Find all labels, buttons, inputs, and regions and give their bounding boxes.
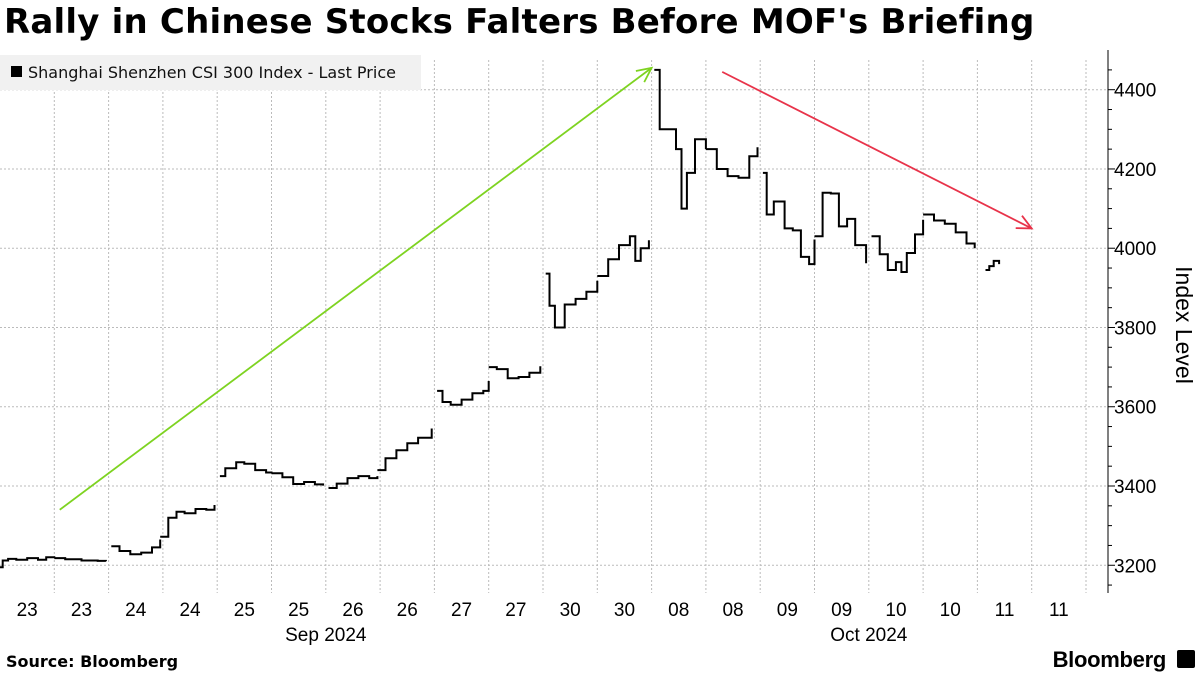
y-tick-label: 3800 <box>1114 318 1156 339</box>
downtrend-arrowhead-icon <box>1015 215 1034 230</box>
y-tick-label: 3400 <box>1114 477 1156 498</box>
x-tick-label: 10 <box>885 600 906 621</box>
x-tick-label: 10 <box>940 600 961 621</box>
x-tick-label: 11 <box>995 600 1015 621</box>
y-tick-label: 4000 <box>1114 239 1156 260</box>
x-group-labels: Sep 2024 Oct 2024 <box>285 625 908 646</box>
series-segment <box>328 475 379 489</box>
legend-background <box>0 55 421 90</box>
x-tick-label: 11 <box>1049 600 1069 621</box>
source-note: Source: Bloomberg <box>6 652 179 671</box>
brand-chart-icon <box>1177 650 1195 668</box>
series-segment <box>488 366 542 380</box>
y-tick-label: 3200 <box>1114 556 1156 577</box>
x-tick-label: 27 <box>451 600 472 621</box>
x-tick-label: 24 <box>179 600 201 621</box>
series-segment <box>160 505 216 538</box>
x-tick-label: 25 <box>234 600 255 621</box>
series-segment <box>111 539 162 556</box>
y-tick-label: 3600 <box>1114 398 1156 419</box>
series-segment <box>762 171 816 266</box>
annotation-arrows <box>59 66 1034 511</box>
uptrend-arrowhead-icon <box>635 66 654 83</box>
series-segment <box>871 219 925 273</box>
y-tick-label: 4400 <box>1114 81 1156 102</box>
series-segment <box>437 381 490 406</box>
series-segment <box>219 461 273 478</box>
uptrend-arrow <box>59 67 653 511</box>
y-tick-label: 4200 <box>1114 160 1156 181</box>
x-group-label: Sep 2024 <box>285 625 367 646</box>
series-segment <box>0 556 56 569</box>
series-segment <box>271 472 325 486</box>
legend-label: Shanghai Shenzhen CSI 300 Index - Last P… <box>28 63 396 82</box>
x-tick-label: 09 <box>777 600 798 621</box>
series-segment <box>54 557 107 562</box>
x-tick-labels: 23 23 24 24 25 25 26 26 27 27 30 30 08 08 09 09 10 10 11 11 <box>17 600 1069 621</box>
series-segment <box>377 428 433 472</box>
x-tick-label: 26 <box>397 600 418 621</box>
x-tick-label: 23 <box>17 600 38 621</box>
series-segment <box>545 272 599 329</box>
series-segment <box>597 235 650 277</box>
series-segment <box>705 147 759 179</box>
axes <box>1107 50 1115 593</box>
x-group-label: Oct 2024 <box>830 625 908 646</box>
x-tick-label: 09 <box>831 600 852 621</box>
downtrend-arrow <box>721 71 1033 230</box>
chart-title: Rally in Chinese Stocks Falters Before M… <box>4 2 1035 42</box>
y-axis-title: Index Level <box>1171 266 1197 384</box>
series-segment <box>654 68 707 210</box>
x-tick-label: 30 <box>560 600 581 621</box>
x-tick-label: 23 <box>71 600 92 621</box>
series-segment <box>923 213 976 249</box>
series-line <box>0 68 1001 569</box>
legend-swatch-icon <box>11 66 22 77</box>
x-grid-lines <box>53 60 1087 593</box>
x-tick-label: 30 <box>614 600 635 621</box>
x-tick-label: 25 <box>288 600 309 621</box>
x-tick-label: 24 <box>125 600 147 621</box>
x-tick-label: 26 <box>342 600 363 621</box>
series-segment <box>814 191 868 264</box>
y-tick-labels: 3200 3400 3600 3800 4000 4200 4400 <box>1114 81 1156 578</box>
x-tick-label: 08 <box>722 600 743 621</box>
legend: Shanghai Shenzhen CSI 300 Index - Last P… <box>0 55 421 90</box>
x-tick-label: 08 <box>668 600 689 621</box>
x-tick-label: 27 <box>505 600 526 621</box>
brand-logo: Bloomberg <box>1052 647 1167 672</box>
series-segment <box>985 259 1001 271</box>
